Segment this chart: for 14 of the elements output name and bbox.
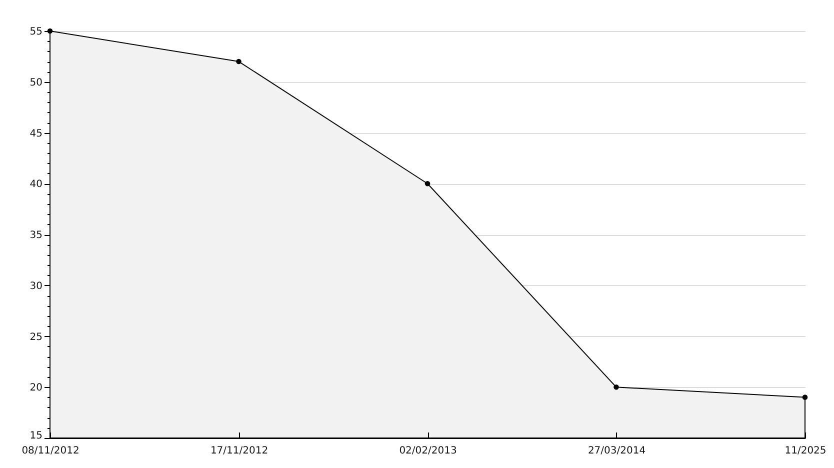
x-tick-label: 11/2025 [784, 446, 826, 456]
y-tick-label: 55 [30, 26, 42, 38]
y-tick-label: 20 [30, 382, 42, 394]
y-tick-label: 30 [30, 280, 42, 292]
y-tick-label: 50 [30, 77, 42, 88]
y-tick-label: 40 [30, 179, 42, 190]
y-tick-label: 15 [30, 430, 42, 442]
y-tick-label: 25 [30, 332, 42, 343]
y-tick-label: 45 [30, 128, 42, 140]
x-tick-label: 02/02/2013 [399, 446, 457, 456]
x-tick-label: 08/11/2012 [22, 446, 80, 456]
y-tick-label: 35 [30, 230, 42, 241]
x-tick-label: 27/03/2014 [588, 446, 646, 456]
x-tick-label: 17/11/2012 [210, 446, 268, 456]
